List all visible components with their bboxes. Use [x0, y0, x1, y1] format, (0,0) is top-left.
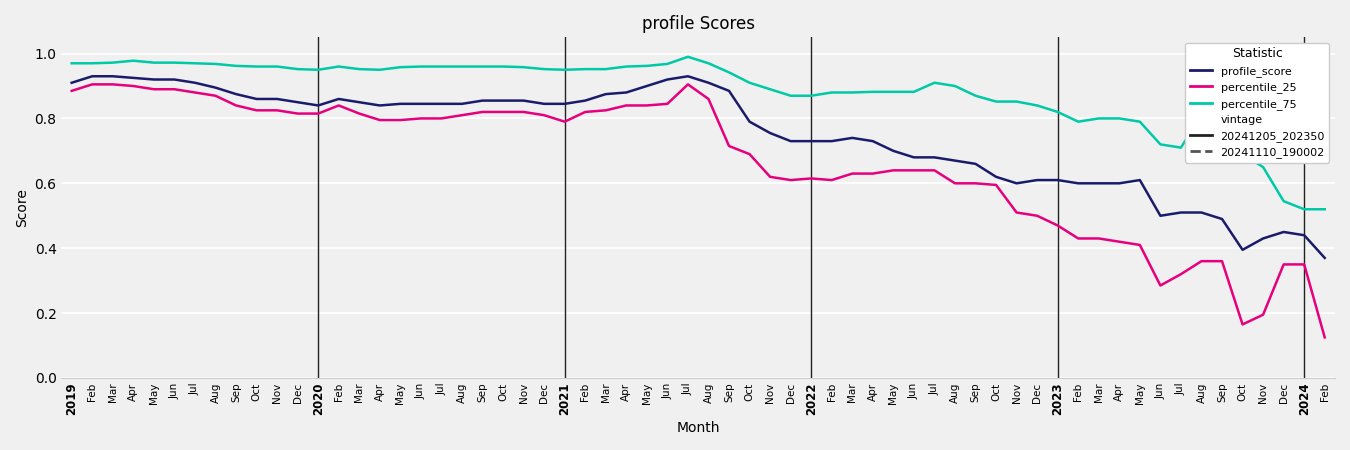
profile_score [331, 96, 347, 102]
Line: percentile_75: percentile_75 [72, 57, 1324, 209]
percentile_25 [844, 171, 860, 176]
profile_score [186, 80, 202, 86]
percentile_25 [1316, 335, 1332, 340]
profile_score [1173, 210, 1189, 215]
profile_score [701, 80, 717, 86]
percentile_25 [413, 116, 429, 121]
percentile_75 [1173, 145, 1189, 150]
X-axis label: Month: Month [676, 421, 720, 435]
percentile_75 [680, 54, 697, 59]
percentile_25 [701, 96, 717, 102]
percentile_25 [1173, 271, 1189, 277]
percentile_75 [63, 61, 80, 66]
percentile_25 [186, 90, 202, 95]
percentile_75 [844, 90, 860, 95]
percentile_75 [701, 61, 717, 66]
profile_score [84, 73, 100, 79]
profile_score [844, 135, 860, 140]
Y-axis label: Score: Score [15, 188, 28, 227]
profile_score [63, 80, 80, 86]
percentile_25 [63, 88, 80, 94]
percentile_75 [1316, 207, 1332, 212]
percentile_25 [84, 81, 100, 87]
percentile_75 [393, 64, 409, 70]
Legend: profile_score, percentile_25, percentile_75, vintage, 20241205_202350, 20241110_: profile_score, percentile_25, percentile… [1185, 43, 1330, 162]
profile_score [1316, 255, 1332, 261]
profile_score [413, 101, 429, 107]
percentile_75 [166, 60, 182, 65]
percentile_25 [331, 103, 347, 108]
percentile_75 [1296, 207, 1312, 212]
Title: profile Scores: profile Scores [641, 15, 755, 33]
percentile_75 [310, 67, 327, 72]
Line: profile_score: profile_score [72, 76, 1324, 258]
Line: percentile_25: percentile_25 [72, 84, 1324, 338]
